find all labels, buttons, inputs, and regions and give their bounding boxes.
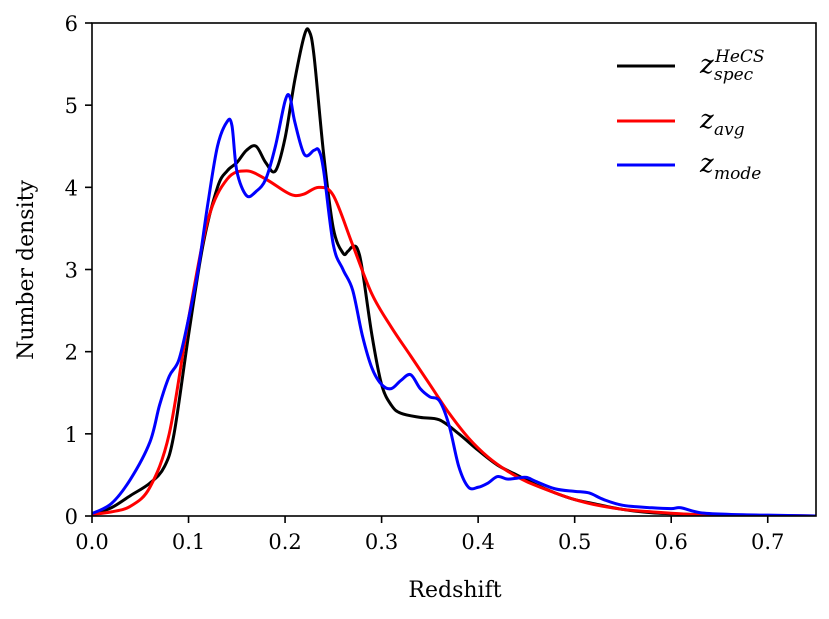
y-axis-label: Number density	[14, 180, 39, 360]
x-axis-label: Redshift	[408, 578, 501, 603]
x-tick-label: 0.5	[558, 530, 591, 554]
y-tick-label: 5	[65, 94, 78, 118]
x-tick-label: 0.0	[75, 530, 108, 554]
series-line-mode	[92, 93, 816, 516]
series-line-avg	[92, 169, 816, 516]
legend-label-base: z	[699, 105, 714, 135]
y-tick-label: 6	[65, 12, 78, 36]
y-tick-label: 4	[65, 176, 78, 200]
x-tick-label: 0.1	[172, 530, 205, 554]
y-tick-label: 1	[65, 423, 78, 447]
x-tick-label: 0.7	[751, 530, 784, 554]
x-tick-label: 0.3	[365, 530, 398, 554]
legend-label-sup: HeCS	[714, 47, 765, 67]
plot-area	[92, 27, 816, 516]
legend-label-sub: spec	[714, 65, 754, 85]
y-tick-label: 0	[65, 505, 78, 529]
legend-label-base: z	[699, 50, 714, 80]
legend-label-base: z	[699, 149, 714, 179]
legend-label-sub: mode	[714, 164, 761, 184]
x-tick-label: 0.2	[268, 530, 301, 554]
x-tick-label: 0.4	[461, 530, 494, 554]
axes: 0.0 0.1 0.2 0.3 0.4 0.5 0.6 0.7 0 1 2 3 4 5 6	[65, 12, 817, 554]
legend-label-sub: avg	[714, 120, 745, 140]
x-tick-label: 0.6	[654, 530, 687, 554]
y-tick-label: 3	[65, 259, 78, 283]
y-tick-label: 2	[65, 341, 78, 365]
